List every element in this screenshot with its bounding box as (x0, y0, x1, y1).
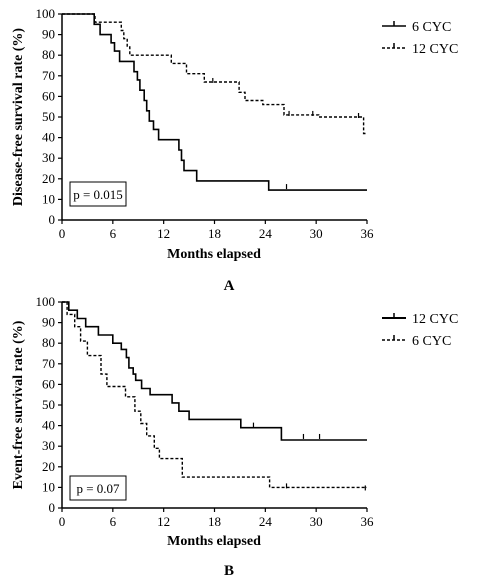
panel-b-y-tick-label: 70 (42, 356, 55, 371)
panel-a-y-tick-label: 10 (42, 191, 55, 206)
panel-b-series-2-line (62, 301, 367, 489)
panel-b-legend: 12 CYC 6 CYC (382, 312, 458, 349)
panel-b-y-tick-label: 100 (36, 294, 56, 309)
panel-a-legend: 6 CYC 12 CYC (382, 20, 458, 57)
panel-b-series-1-line (62, 301, 367, 441)
panel-a-y-tick-label: 50 (42, 109, 55, 124)
panel-b-legend-label-2: 6 CYC (412, 334, 451, 349)
panel-a-legend-label-1: 6 CYC (412, 20, 451, 35)
panel-a-p-value: p = 0.015 (73, 187, 123, 202)
panel-a-x-tick-label: 6 (110, 226, 117, 241)
panel-a-y-tick-label: 60 (42, 88, 55, 103)
panel-a-series-1-line (62, 13, 367, 191)
panel-b-x-tick-label: 12 (157, 514, 170, 529)
panel-b-y-tick-label: 60 (42, 376, 55, 391)
panel-b-y-tick-label: 50 (42, 397, 55, 412)
panel-a-legend-item-1: 6 CYC (382, 20, 451, 35)
panel-b-x-tick-label: 6 (110, 514, 117, 529)
panel-b-p-value-box: p = 0.07 (69, 475, 127, 501)
panel-b-legend-item-1: 12 CYC (382, 312, 458, 327)
panel-b-x-tick-label: 36 (361, 514, 375, 529)
panel-a-y-tick-label: 30 (42, 150, 55, 165)
panel-a-series (62, 13, 367, 191)
panel-a-x-tick-label: 36 (361, 226, 375, 241)
panel-a-x-tick-label: 18 (208, 226, 221, 241)
panel-a-legend-label-2: 12 CYC (412, 42, 458, 57)
panel-a-y-tick-label: 20 (42, 171, 55, 186)
panel-b-y-tick-label: 40 (42, 418, 55, 433)
panel-b-p-value: p = 0.07 (76, 481, 120, 496)
panel-b-y-ticks: 0 10 20 30 40 50 60 70 80 90 100 (36, 294, 62, 515)
panel-a-x-tick-label: 30 (310, 226, 323, 241)
panel-a-x-ticks: 0 6 12 18 24 30 36 (59, 220, 374, 241)
panel-b-x-tick-label: 30 (310, 514, 323, 529)
panel-a-x-tick-label: 12 (157, 226, 170, 241)
panel-b-x-tick-label: 24 (259, 514, 273, 529)
panel-b-x-axis-title: Months elapsed (167, 534, 261, 549)
panel-b-legend-label-1: 12 CYC (412, 312, 458, 327)
panel-a-y-tick-label: 100 (36, 6, 56, 21)
panel-b-legend-item-2: 6 CYC (382, 334, 451, 349)
panel-b-chart: 0 10 20 30 40 50 60 70 80 90 100 0 6 12 18 24 30 36 Even… (11, 294, 458, 579)
panel-a-y-tick-label: 0 (49, 212, 56, 227)
panel-a-y-ticks: 0 10 20 30 40 50 60 70 80 90 100 (36, 6, 62, 227)
panel-b-series (62, 301, 367, 491)
panel-a-chart: 0 10 20 30 40 50 60 70 80 90 100 0 6 12 18 24 30 36 Dise… (11, 6, 458, 294)
panel-a-y-tick-label: 40 (42, 130, 55, 145)
panel-a-x-tick-label: 24 (259, 226, 273, 241)
panel-b-x-ticks: 0 6 12 18 24 30 36 (59, 508, 374, 529)
panel-a-x-tick-label: 0 (59, 226, 66, 241)
panel-a-y-tick-label: 90 (42, 27, 55, 42)
panel-b-x-tick-label: 18 (208, 514, 221, 529)
panel-b-y-tick-label: 30 (42, 438, 55, 453)
panel-b-x-tick-label: 0 (59, 514, 66, 529)
panel-a-x-axis-title: Months elapsed (167, 247, 261, 262)
panel-b-y-tick-label: 80 (42, 335, 55, 350)
panel-a-y-tick-label: 80 (42, 47, 55, 62)
panel-a-legend-item-2: 12 CYC (382, 42, 458, 57)
panel-a-p-value-box: p = 0.015 (69, 181, 127, 207)
panel-b-y-tick-label: 20 (42, 459, 55, 474)
panel-b-y-tick-label: 90 (42, 315, 55, 330)
panel-b-y-tick-label: 10 (42, 479, 55, 494)
panel-b-y-axis-title: Event-free survival rate (%) (11, 320, 26, 489)
panel-a-series-2-line (62, 13, 367, 135)
panel-a-label: A (224, 278, 235, 294)
panel-b-y-tick-label: 0 (49, 500, 56, 515)
panel-b-label: B (224, 563, 234, 579)
panel-a-y-axis-title: Disease-free survival rate (%) (11, 28, 26, 207)
panel-a-y-tick-label: 70 (42, 68, 55, 83)
